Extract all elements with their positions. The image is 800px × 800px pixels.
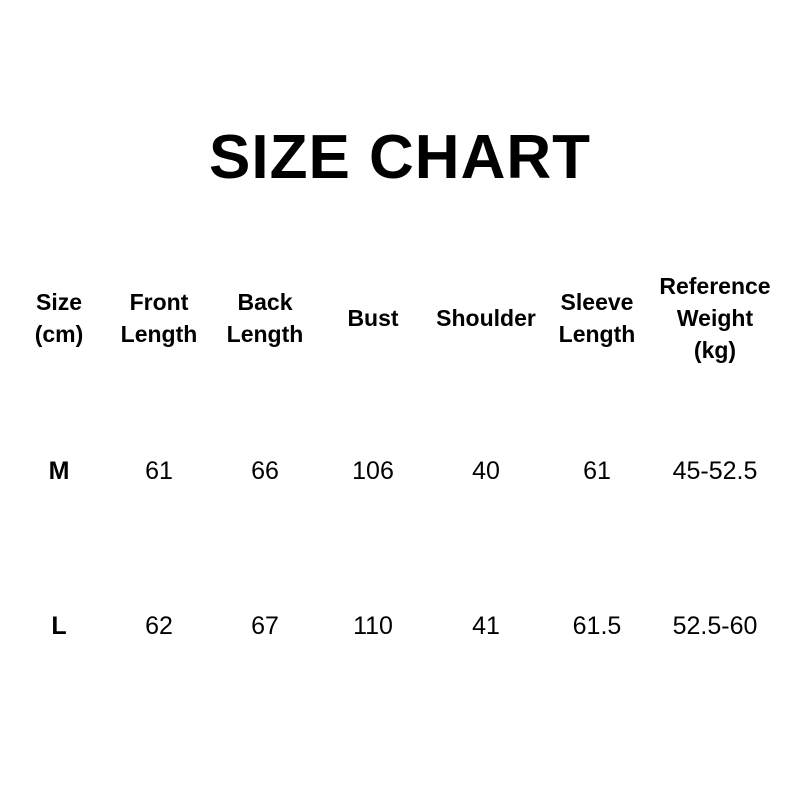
table-cell: 40 xyxy=(472,457,500,485)
table-cell: 45-52.5 xyxy=(672,457,758,485)
column-header: Sleeve Length xyxy=(532,268,662,368)
table-cell: 61 xyxy=(145,457,173,485)
size-label: M xyxy=(48,457,70,485)
column-header: Reference Weight (kg) xyxy=(650,268,780,368)
size-label: L xyxy=(51,612,67,640)
table-cell: 61.5 xyxy=(572,612,622,640)
column-header-line: Weight xyxy=(676,305,754,331)
table-cell: 41 xyxy=(472,612,500,640)
column-header-line: Length xyxy=(558,321,636,347)
column-header-line: (cm) xyxy=(34,321,84,347)
table-cell: 61 xyxy=(583,457,611,485)
column-header-line: Reference xyxy=(659,273,771,299)
table-cell: 62 xyxy=(145,612,173,640)
page-title: SIZE CHART xyxy=(209,123,591,192)
column-header: Front Length xyxy=(94,268,224,368)
table-cell: 106 xyxy=(352,457,394,485)
column-header-line: (kg) xyxy=(693,337,737,363)
table-cell: 67 xyxy=(251,612,279,640)
column-header-line: Bust xyxy=(347,305,399,331)
column-header-line: Length xyxy=(226,321,304,347)
column-header-line: Shoulder xyxy=(436,305,536,331)
column-header: Bust xyxy=(308,268,438,368)
column-header-line: Front xyxy=(129,289,189,315)
column-header: Shoulder xyxy=(421,268,551,368)
column-header-line: Length xyxy=(120,321,198,347)
table-cell: 110 xyxy=(353,612,393,640)
column-header-line: Size xyxy=(35,289,83,315)
column-header: Size (cm) xyxy=(0,268,124,368)
column-header-line: Back xyxy=(237,289,293,315)
table-cell: 52.5-60 xyxy=(672,612,758,640)
column-header: Back Length xyxy=(200,268,330,368)
column-header-line: Sleeve xyxy=(560,289,634,315)
table-cell: 66 xyxy=(251,457,279,485)
